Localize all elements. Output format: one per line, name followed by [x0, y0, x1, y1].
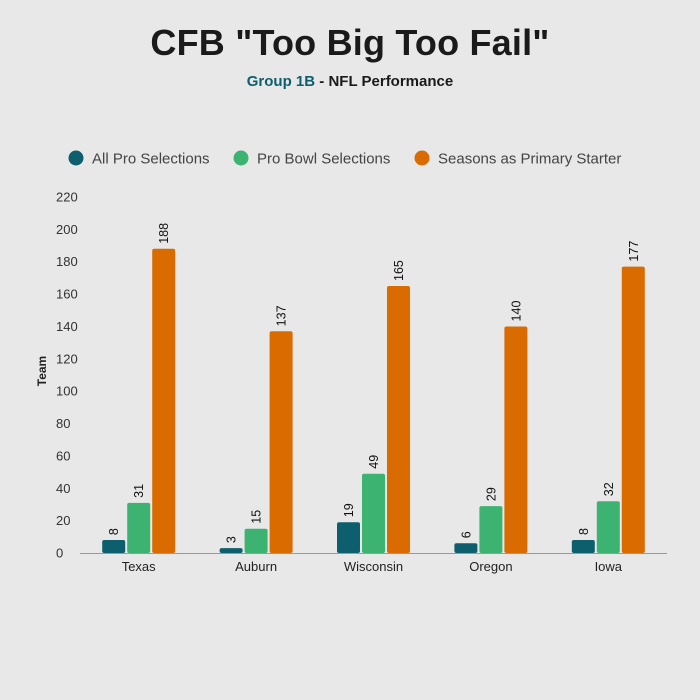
bar	[596, 501, 620, 553]
data-label: 15	[250, 510, 264, 524]
bar	[571, 540, 595, 553]
bar	[454, 543, 478, 553]
chart-subtitle: Group 1B - NFL Performance	[0, 73, 700, 90]
subtitle-group: Group 1B	[246, 73, 316, 90]
legend-marker-0	[68, 150, 84, 166]
bar	[102, 540, 126, 553]
y-tick-label: 20	[56, 513, 70, 528]
data-label: 3	[225, 536, 239, 543]
bar	[244, 528, 268, 553]
data-label: 140	[509, 301, 523, 322]
subtitle-rest: NFL Performance	[328, 73, 454, 90]
legend-marker-1	[233, 150, 249, 166]
data-label: 19	[342, 503, 356, 517]
x-tick-label: Wisconsin	[344, 559, 403, 574]
bar	[504, 326, 528, 553]
data-label: 137	[275, 305, 289, 326]
legend-label-1: Pro Bowl Selections	[257, 151, 390, 168]
y-tick-label: 40	[56, 481, 70, 496]
bar	[621, 266, 645, 553]
data-label: 32	[602, 482, 616, 496]
bar	[152, 248, 176, 554]
bar	[362, 473, 385, 553]
y-tick-label: 160	[56, 287, 78, 302]
subtitle-separator: -	[315, 73, 329, 90]
y-tick-label: 140	[56, 319, 78, 334]
y-tick-label: 0	[56, 546, 63, 561]
bar	[337, 522, 360, 553]
legend-marker-2	[414, 150, 430, 166]
data-label: 177	[627, 241, 641, 262]
data-label: 6	[459, 531, 473, 538]
data-label: 29	[484, 487, 498, 501]
x-tick-label: Oregon	[469, 559, 512, 574]
x-tick-label: Iowa	[595, 559, 623, 574]
legend-label-2: Seasons as Primary Starter	[438, 151, 621, 168]
y-tick-label: 200	[56, 222, 78, 237]
data-label: 49	[367, 455, 381, 469]
data-label: 31	[132, 484, 146, 498]
bar	[479, 506, 503, 553]
x-tick-label: Texas	[122, 559, 156, 574]
y-tick-label: 180	[56, 254, 78, 269]
y-axis-label: Team	[35, 356, 49, 386]
y-tick-label: 80	[56, 416, 70, 431]
bar	[127, 502, 151, 553]
y-tick-label: 220	[56, 190, 78, 205]
bar	[387, 286, 410, 553]
x-tick-label: Auburn	[235, 559, 277, 574]
bar	[269, 331, 293, 553]
bar	[219, 548, 243, 553]
y-tick-label: 60	[56, 448, 70, 463]
y-tick-label: 100	[56, 384, 78, 399]
y-tick-label: 120	[56, 351, 78, 366]
data-label: 165	[392, 260, 406, 281]
data-label: 8	[107, 528, 121, 535]
chart-title: CFB "Too Big Too Fail"	[150, 22, 550, 63]
legend-label-0: All Pro Selections	[92, 151, 210, 168]
data-label: 188	[157, 223, 171, 244]
data-label: 8	[577, 528, 591, 535]
